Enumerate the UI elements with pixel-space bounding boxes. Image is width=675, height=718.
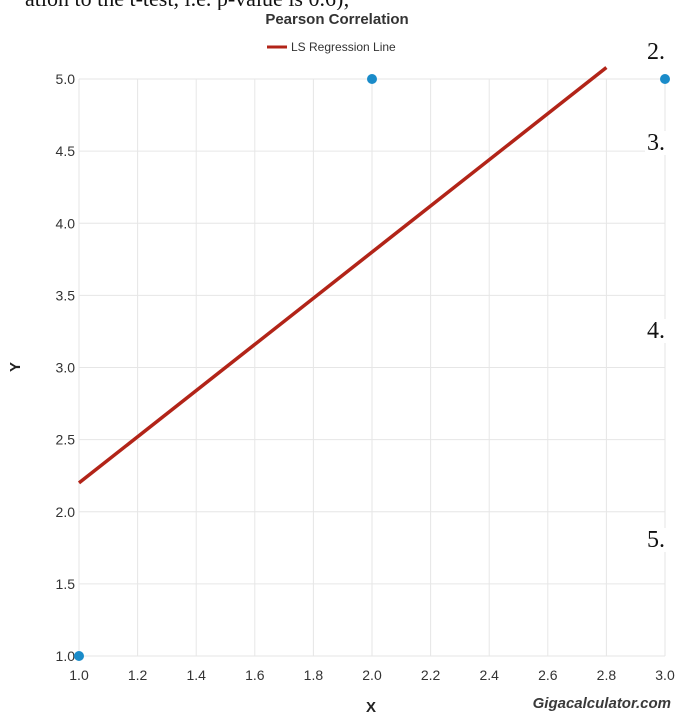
y-tick-label: 2.5	[56, 432, 76, 448]
header-text: ation to the t-test, i.e. p-value is 0.6…	[25, 0, 349, 10]
side-text-2: 2.	[645, 40, 669, 64]
data-points	[74, 74, 670, 661]
x-axis-label: X	[366, 699, 376, 716]
y-tick-label: 2.0	[56, 504, 76, 520]
ls-regression-line	[77, 66, 608, 485]
y-tick-label: 5.0	[56, 71, 76, 87]
y-axis-label: Y	[7, 362, 24, 372]
side-text-5: 5.	[645, 528, 669, 552]
x-tick-label: 2.8	[597, 667, 617, 683]
data-point	[367, 74, 377, 84]
header-text-fragment: ation to the t-test, i.e. p-value is 0.6…	[0, 0, 675, 10]
data-point	[660, 74, 670, 84]
y-tick-label: 4.5	[56, 143, 76, 159]
axis-ticks: 1.0 1.2 1.4 1.6 1.8 2.0 2.2 2.4 2.6 2.8 3.0 1.0 1.5 2…	[56, 71, 675, 683]
chart-title: Pearson Correlation	[265, 11, 408, 28]
y-tick-label: 3.0	[56, 360, 76, 376]
x-tick-label: 2.6	[538, 667, 558, 683]
x-tick-label: 3.0	[655, 667, 675, 683]
x-tick-label: 1.0	[69, 667, 89, 683]
x-tick-label: 1.8	[304, 667, 324, 683]
grid	[78, 78, 666, 657]
side-text-3: 3.	[645, 131, 669, 155]
y-tick-label: 4.0	[56, 215, 76, 231]
y-tick-label: 3.5	[56, 287, 76, 303]
x-tick-label: 2.2	[421, 667, 441, 683]
y-tick-label: 1.0	[56, 648, 76, 664]
regression-line-layer	[77, 66, 608, 485]
legend-label: LS Regression Line	[291, 40, 396, 54]
x-tick-label: 1.6	[245, 667, 265, 683]
x-tick-label: 2.0	[362, 667, 382, 683]
x-tick-label: 1.4	[186, 667, 206, 683]
x-tick-label: 1.2	[128, 667, 148, 683]
gigacalculator-watermark: Gigacalculator.com	[532, 695, 671, 712]
data-point	[74, 651, 84, 661]
x-tick-label: 2.4	[479, 667, 499, 683]
side-text-4: 4.	[645, 319, 669, 343]
y-tick-label: 1.5	[56, 576, 76, 592]
legend: LS Regression Line	[267, 40, 396, 54]
